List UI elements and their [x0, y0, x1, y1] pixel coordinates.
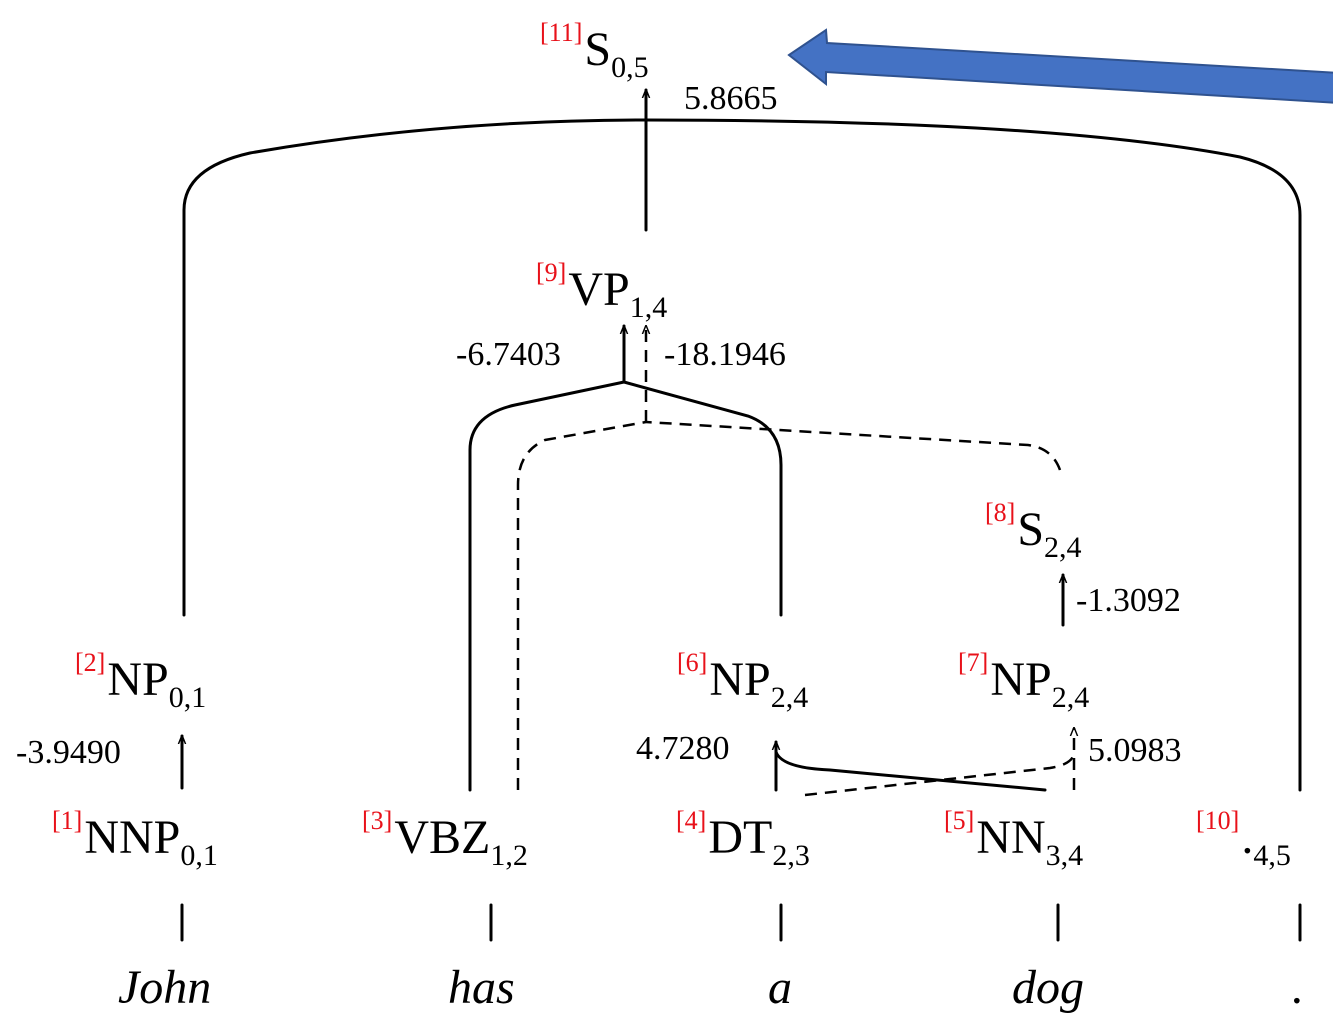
- score-s8: -1.3092: [1076, 582, 1181, 619]
- word-dog: dog: [1012, 961, 1084, 1014]
- blue-pointer-arrow: [787, 28, 1333, 104]
- node-s-0-5: [11]S0,5: [540, 18, 649, 84]
- score-np01: -3.9490: [16, 734, 121, 771]
- node-s-2-4: [8]S2,4: [985, 498, 1082, 564]
- word-has: has: [448, 961, 515, 1014]
- word-a: a: [768, 961, 792, 1014]
- node-vbz-1-2: [3]VBZ1,2: [362, 806, 528, 872]
- node-np7-2-4: [7]NP2,4: [958, 648, 1090, 714]
- node-nnp-0-1: [1]NNP0,1: [52, 806, 218, 872]
- node-nn-3-4: [5]NN3,4: [944, 806, 1084, 872]
- hyperedge-vbz-s8-to-vp: [516, 326, 1062, 790]
- hyperedge-dt-nn-to-np6: [776, 740, 1047, 792]
- score-np6: 4.7280: [636, 730, 730, 767]
- node-dt-2-3: [4]DT2,3: [676, 806, 810, 872]
- node-np6-2-4: [6]NP2,4: [677, 648, 809, 714]
- word-john: John: [118, 961, 212, 1014]
- node-period-4-5: [10].4,5: [1196, 806, 1291, 872]
- hyperedge-root: [182, 118, 1302, 792]
- word-period: .: [1292, 961, 1304, 1014]
- score-root: 5.8665: [684, 80, 778, 117]
- score-vp-solid: -6.7403: [456, 336, 561, 373]
- score-np7: 5.0983: [1088, 732, 1182, 769]
- node-np-0-1: [2]NP0,1: [75, 648, 207, 714]
- score-vp-dashed: -18.1946: [664, 336, 786, 373]
- node-vp-1-4: [9]VP1,4: [536, 258, 668, 324]
- hyperedge-vbz-np6-to-vp: [468, 324, 783, 792]
- hyperedge-dt-nn-to-np7: [804, 728, 1074, 797]
